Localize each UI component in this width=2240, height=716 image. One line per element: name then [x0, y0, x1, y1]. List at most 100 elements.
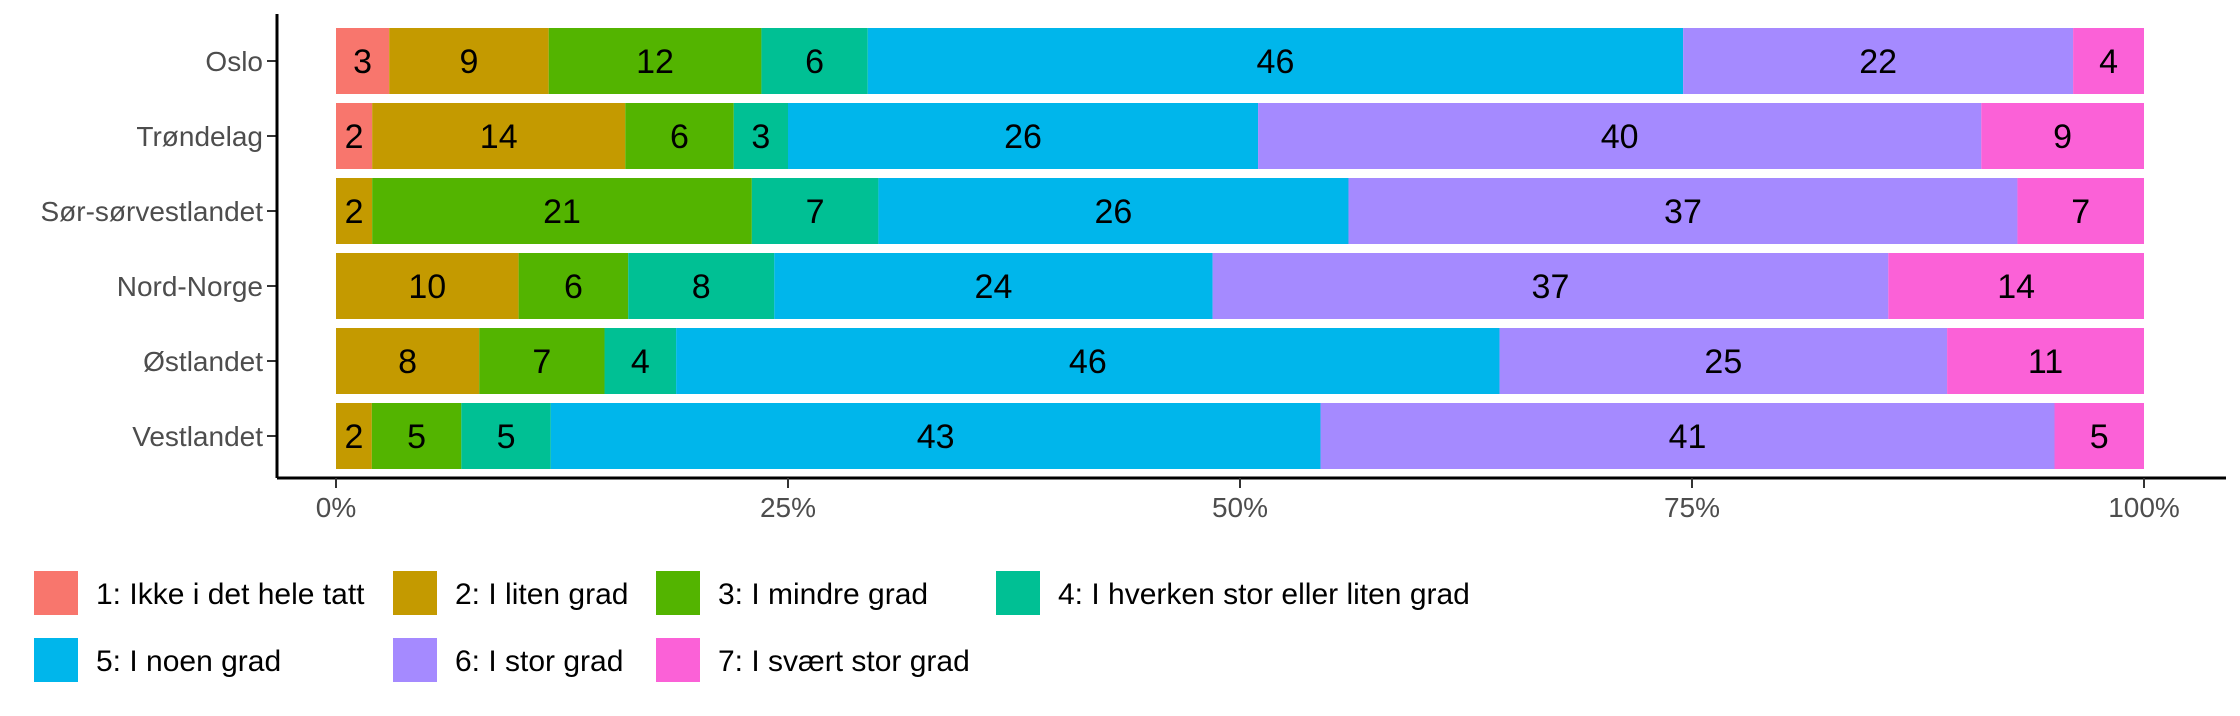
bar-segment — [518, 253, 629, 319]
bar-segment — [2054, 403, 2144, 469]
data-label: 4 — [631, 343, 650, 381]
legend-label: 6: I stor grad — [455, 645, 623, 678]
y-axis: Oslo Trøndelag Sør-sørvestlandet Nord-Norge… — [41, 14, 279, 478]
bar-segment — [336, 178, 373, 244]
data-label: 6 — [564, 268, 583, 306]
legend-label: 1: Ikke i det hele tatt — [96, 578, 365, 611]
bar-segment — [461, 403, 551, 469]
data-label: 9 — [2053, 118, 2072, 156]
data-labels-layer: 3 9 12 6 46 22 42 14 6 3 26 40 92 21 7 26 37 710 6 8 24 37 148… — [344, 43, 2118, 456]
data-label: 24 — [975, 268, 1013, 306]
legend-swatch — [656, 571, 700, 615]
legend: 1: Ikke i det hele tatt 2: I liten grad 3:… — [34, 571, 1470, 682]
bar-segment — [628, 253, 775, 319]
bar-segment — [878, 178, 1349, 244]
bar-segment — [336, 328, 480, 394]
data-label: 3 — [353, 43, 372, 81]
category-label: Sør-sørvestlandet — [41, 196, 264, 227]
bar-segment — [1320, 403, 2055, 469]
bar-segment — [788, 103, 1259, 169]
data-label: 2 — [344, 418, 363, 456]
bar-segment — [1683, 28, 2074, 94]
bars-layer — [336, 28, 2144, 469]
bar-segment — [336, 103, 373, 169]
bar-segment — [550, 403, 1321, 469]
bar-segment — [548, 28, 762, 94]
data-label: 3 — [751, 118, 770, 156]
data-label: 2 — [345, 118, 364, 156]
legend-swatch — [656, 638, 700, 682]
data-label: 7 — [806, 193, 825, 231]
data-label: 7 — [2071, 193, 2090, 231]
data-label: 26 — [1004, 118, 1042, 156]
data-label: 46 — [1257, 43, 1295, 81]
bar-segment — [867, 28, 1684, 94]
x-tick-label: 25% — [760, 492, 816, 523]
data-label: 43 — [917, 418, 955, 456]
data-label: 2 — [345, 193, 364, 231]
category-label: Oslo — [205, 46, 263, 77]
bar-segment — [1212, 253, 1889, 319]
legend-swatch — [34, 638, 78, 682]
data-label: 5 — [497, 418, 516, 456]
data-label: 37 — [1664, 193, 1702, 231]
category-label: Trøndelag — [136, 121, 263, 152]
data-label: 46 — [1069, 343, 1107, 381]
bar-segment — [2073, 28, 2144, 94]
data-label: 7 — [532, 343, 551, 381]
x-tick-label: 50% — [1212, 492, 1268, 523]
bar-segment — [479, 328, 605, 394]
category-label: Vestlandet — [132, 421, 263, 452]
legend-label: 2: I liten grad — [455, 578, 628, 611]
category-label: Østlandet — [143, 346, 263, 377]
data-label: 41 — [1669, 418, 1707, 456]
data-label: 5 — [2090, 418, 2109, 456]
bar-segment — [336, 253, 519, 319]
x-tick-label: 75% — [1664, 492, 1720, 523]
bar-segment — [1499, 328, 1948, 394]
bar-segment — [625, 103, 734, 169]
legend-label: 7: I svært stor grad — [718, 645, 970, 678]
bar-segment — [733, 103, 788, 169]
data-label: 10 — [408, 268, 446, 306]
bar-segment — [1981, 103, 2144, 169]
data-label: 8 — [398, 343, 417, 381]
bar-segment — [336, 403, 372, 469]
bar-segment — [371, 403, 462, 469]
bar-segment — [676, 328, 1500, 394]
x-axis: 0% 25% 50% 75% 100% — [277, 476, 2226, 523]
x-tick-label: 0% — [316, 492, 356, 523]
legend-swatch — [34, 571, 78, 615]
bar-segment — [774, 253, 1213, 319]
legend-label: 3: I mindre grad — [718, 578, 928, 611]
data-label: 6 — [670, 118, 689, 156]
bar-segment — [372, 178, 752, 244]
data-label: 26 — [1095, 193, 1133, 231]
category-label: Nord-Norge — [117, 271, 263, 302]
bar-segment — [1348, 178, 2018, 244]
data-label: 25 — [1704, 343, 1742, 381]
bar-segment — [389, 28, 549, 94]
legend-label: 5: I noen grad — [96, 645, 281, 678]
data-label: 4 — [2099, 43, 2118, 81]
data-label: 9 — [459, 43, 478, 81]
data-label: 5 — [407, 418, 426, 456]
data-label: 21 — [543, 193, 581, 231]
data-label: 11 — [2028, 343, 2063, 381]
data-label: 12 — [636, 43, 674, 81]
bar-segment — [604, 328, 677, 394]
data-label: 40 — [1601, 118, 1639, 156]
legend-label: 4: I hverken stor eller liten grad — [1058, 578, 1470, 611]
bar-segment — [336, 28, 390, 94]
bar-segment — [1258, 103, 1982, 169]
data-label: 6 — [805, 43, 824, 81]
data-label: 8 — [692, 268, 711, 306]
bar-segment — [2017, 178, 2144, 244]
legend-swatch — [393, 638, 437, 682]
bar-segment — [751, 178, 879, 244]
data-label: 37 — [1532, 268, 1570, 306]
bar-segment — [761, 28, 868, 94]
x-tick-label: 100% — [2108, 492, 2180, 523]
data-label: 14 — [1997, 268, 2035, 306]
